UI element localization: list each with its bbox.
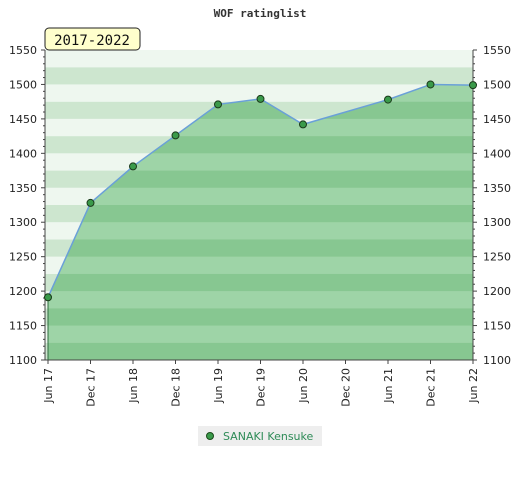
background-band: [45, 67, 473, 85]
y-tick-label-left: 1250: [9, 251, 37, 264]
y-tick-label-right: 1400: [483, 147, 511, 160]
data-point: [426, 80, 435, 89]
y-tick-label-left: 1400: [9, 147, 37, 160]
legend[interactable]: SANAKI Kensuke: [198, 426, 322, 446]
data-point: [86, 198, 95, 207]
y-tick-label-left: 1150: [9, 320, 37, 333]
series-area: [48, 84, 473, 360]
y-tick-label-left: 1450: [9, 113, 37, 126]
x-tick-label: Dec 17: [85, 368, 98, 407]
y-tick-label-left: 1550: [9, 44, 37, 57]
y-tick-label-right: 1200: [483, 285, 511, 298]
background-band: [45, 50, 473, 68]
background-band: [45, 84, 473, 102]
data-point: [44, 293, 52, 302]
y-tick-label-right: 1300: [483, 216, 511, 229]
x-tick-label: Jun 22: [467, 368, 480, 404]
x-tick-label: Dec 19: [255, 368, 268, 407]
area-band: [48, 342, 473, 360]
area-layer: [48, 84, 473, 360]
data-point: [129, 162, 137, 171]
y-tick-label-right: 1350: [483, 182, 511, 195]
data-point: [384, 95, 392, 104]
data-point: [469, 81, 477, 90]
area-band: [48, 273, 473, 292]
data-point: [171, 131, 180, 140]
series-line: [47, 83, 474, 298]
y-axis-right: 1100 1150 1200 1250 1300 1350 1400 1450 1500 1550: [473, 44, 511, 367]
y-tick-label-right: 1150: [483, 320, 511, 333]
area-band: [48, 205, 473, 223]
data-point: [299, 120, 307, 129]
legend-marker: [206, 432, 214, 440]
x-tick-label: Jun 20: [297, 368, 310, 404]
x-tick-label: Dec 20: [340, 368, 353, 407]
x-tick-label: Dec 18: [170, 368, 183, 407]
area-band: [48, 170, 473, 188]
period-label: 2017-2022: [54, 33, 130, 49]
period-badge: 2017-2022: [44, 27, 141, 51]
y-tick-label-left: 1300: [9, 216, 37, 229]
y-axis-left: 1100 1150 1200 1250 1300 1350 1400 1450 1500 1550: [9, 44, 45, 367]
series-layer: [44, 80, 477, 360]
data-point: [256, 94, 265, 103]
y-tick-label-right: 1250: [483, 251, 511, 264]
y-tick-label-left: 1500: [9, 78, 37, 91]
x-axis: Jun 17 Dec 17 Jun 18 Dec 18 Jun 19 Dec 19 Jun …: [42, 360, 480, 407]
area-band: [48, 308, 473, 326]
y-tick-label-right: 1450: [483, 113, 511, 126]
x-tick-label: Jun 18: [127, 368, 140, 404]
chart-title: WOF ratinglist: [214, 7, 307, 20]
x-tick-label: Jun 19: [212, 368, 225, 404]
x-tick-label: Dec 21: [425, 368, 438, 407]
x-tick-label: Jun 17: [42, 368, 55, 404]
y-tick-label-right: 1100: [483, 354, 511, 367]
x-tick-label: Jun 21: [382, 368, 395, 404]
data-point: [214, 100, 222, 109]
y-tick-label-right: 1500: [483, 78, 511, 91]
axes: [44, 50, 474, 361]
y-tick-label-left: 1200: [9, 285, 37, 298]
area-band: [48, 239, 473, 257]
y-tick-label-left: 1350: [9, 182, 37, 195]
legend-series-name: SANAKI Kensuke: [223, 430, 314, 443]
y-tick-label-left: 1100: [9, 354, 37, 367]
y-tick-label-right: 1550: [483, 44, 511, 57]
